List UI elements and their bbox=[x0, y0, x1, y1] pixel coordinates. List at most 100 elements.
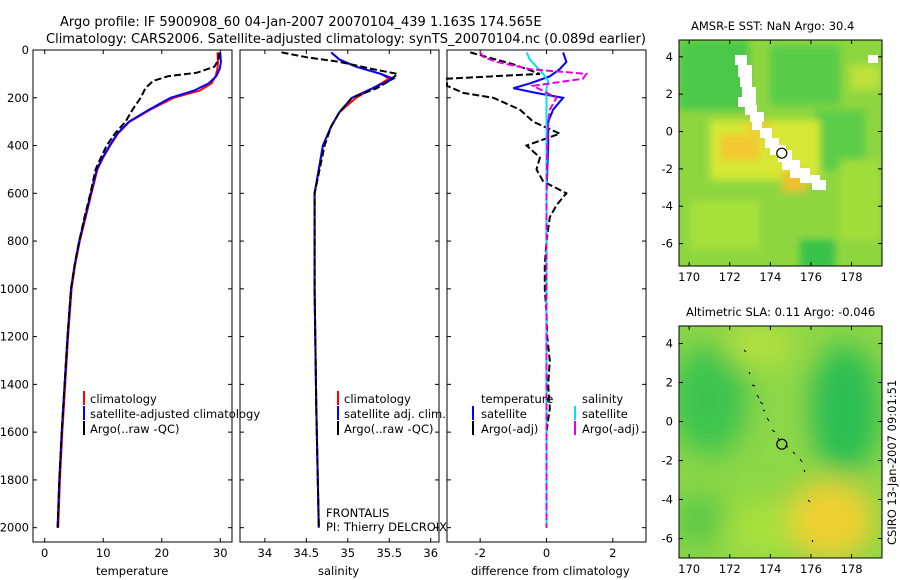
missing-data-cell bbox=[735, 55, 747, 65]
x-tick-label: 20 bbox=[154, 546, 169, 560]
salinity-panel: 34 34.5 35 35.5 36 salinity climatology sate… bbox=[239, 49, 447, 578]
y-tick-label: -4 bbox=[662, 493, 673, 507]
missing-data-cell bbox=[765, 138, 779, 148]
y-tick-label: 600 bbox=[7, 186, 29, 200]
y-tick-label: 1200 bbox=[0, 330, 29, 344]
missing-data-cell bbox=[800, 175, 820, 183]
x-tick-label: 2 bbox=[609, 546, 616, 560]
missing-data-cell bbox=[812, 180, 826, 190]
difference-ticks: -2 0 2 bbox=[447, 49, 646, 560]
x-tick-label: 170 bbox=[678, 562, 700, 576]
y-tick-label: 1800 bbox=[0, 473, 29, 487]
series-line-red bbox=[313, 51, 392, 528]
x-tick-label: 0 bbox=[41, 546, 48, 560]
missing-data-cell bbox=[745, 105, 757, 115]
series-line-magenta bbox=[479, 51, 589, 528]
sst-map-panel: AMSR-E SST: NaN Argo: 30.4 170 172 174 176 1… bbox=[662, 19, 883, 284]
difference-legend: temperature salinity satellite Argo(-adj… bbox=[472, 392, 639, 436]
legend-label-argo: Argo(..raw -QC) bbox=[90, 422, 180, 436]
x-tick-label: 172 bbox=[719, 562, 741, 576]
series-line-black bbox=[446, 51, 568, 528]
missing-data-cell bbox=[752, 122, 762, 130]
legend-label-sal-satellite: satellite bbox=[582, 407, 628, 421]
legend-label-temp-argo: Argo(-adj) bbox=[481, 422, 538, 436]
y-tick-label: 2 bbox=[666, 376, 673, 390]
salinity-series bbox=[281, 51, 400, 528]
missing-data-cell bbox=[738, 97, 756, 107]
title-line-1: Argo profile: IF 5900908_60 04-Jan-2007 … bbox=[60, 15, 542, 30]
salinity-plot-frame bbox=[239, 49, 440, 543]
x-tick-label: 176 bbox=[800, 562, 822, 576]
x-tick-label: 178 bbox=[841, 562, 863, 576]
difference-panel: -2 0 2 difference from climatology tempera… bbox=[446, 49, 647, 578]
title-line-2: Climatology: CARS2006. Satellite-adjuste… bbox=[46, 32, 646, 47]
legend-header-salinity: salinity bbox=[582, 392, 623, 406]
missing-data-cell bbox=[782, 160, 800, 170]
sla-map-panel: Altimetric SLA: 0.11 Argo: -0.046 170 172… bbox=[662, 305, 883, 576]
x-tick-label: 35 bbox=[340, 546, 355, 560]
missing-data-cell bbox=[868, 55, 878, 63]
x-tick-label: 36 bbox=[423, 546, 438, 560]
salinity-legend: climatology satellite adj. clim. Argo(..… bbox=[337, 391, 446, 436]
missing-data-cell bbox=[760, 128, 772, 138]
y-tick-label: 1000 bbox=[0, 282, 29, 296]
x-tick-label: 35.5 bbox=[376, 546, 402, 560]
y-tick-label: 4 bbox=[666, 50, 673, 64]
y-tick-label: -2 bbox=[662, 162, 673, 176]
series-line-red bbox=[57, 52, 220, 528]
x-tick-label: 0 bbox=[543, 546, 550, 560]
x-tick-label: 170 bbox=[678, 270, 700, 284]
y-tick-label: 1400 bbox=[0, 377, 29, 391]
sla-ticks: 170 172 174 176 178 4 2 0 -2 -4 -6 bbox=[662, 326, 882, 576]
y-tick-label: 4 bbox=[666, 337, 673, 351]
series-line-black bbox=[56, 52, 221, 528]
sla-heatmap bbox=[679, 326, 882, 558]
temperature-panel: 0 200 400 600 800 1000 1200 1400 1600 1800 2000 0 10… bbox=[0, 43, 260, 578]
x-tick-label: 10 bbox=[96, 546, 111, 560]
legend-label-temp-satellite: satellite bbox=[481, 407, 527, 421]
legend-header-temperature: temperature bbox=[481, 392, 553, 406]
difference-series bbox=[446, 51, 589, 528]
y-tick-label: -6 bbox=[662, 237, 673, 251]
y-tick-label: -6 bbox=[662, 532, 673, 546]
y-tick-label: 2 bbox=[666, 87, 673, 101]
y-tick-label: 1600 bbox=[0, 425, 29, 439]
x-tick-label: 176 bbox=[800, 270, 822, 284]
y-tick-label: 0 bbox=[666, 415, 673, 429]
pi-name: PI: Thierry DELCROIX bbox=[326, 520, 447, 534]
series-line-blue bbox=[56, 52, 222, 528]
project-name: FRONTALIS bbox=[326, 506, 389, 520]
y-tick-label: 2000 bbox=[0, 521, 29, 535]
y-tick-label: 0 bbox=[666, 125, 673, 139]
temperature-legend: climatology satellite-adjusted climatolo… bbox=[83, 391, 260, 436]
missing-data-cell bbox=[740, 77, 752, 87]
y-tick-label: -2 bbox=[662, 454, 673, 468]
series-line-black bbox=[281, 51, 400, 528]
legend-label-satellite-adjusted: satellite-adjusted climatology bbox=[90, 407, 260, 421]
sst-argo-marker bbox=[776, 147, 788, 159]
missing-data-cell bbox=[790, 168, 810, 178]
temperature-ticks: 0 200 400 600 800 1000 1200 1400 1600 1800 2000 0 10… bbox=[0, 43, 232, 560]
x-tick-label: 30 bbox=[213, 546, 228, 560]
difference-xlabel: difference from climatology bbox=[471, 564, 630, 578]
y-tick-label: -4 bbox=[662, 199, 673, 213]
temperature-plot-frame bbox=[32, 49, 233, 543]
x-tick-label: 34.5 bbox=[294, 546, 320, 560]
sla-map-title: Altimetric SLA: 0.11 Argo: -0.046 bbox=[686, 305, 875, 319]
legend-label-climatology: climatology bbox=[90, 392, 157, 406]
y-tick-label: 400 bbox=[7, 139, 29, 153]
salinity-xlabel: salinity bbox=[318, 564, 359, 578]
legend-label-sal-argo: Argo(-adj) bbox=[582, 422, 639, 436]
x-tick-label: 174 bbox=[759, 270, 781, 284]
missing-data-cell bbox=[750, 112, 764, 122]
legend-label-satellite-adj: satellite adj. clim. bbox=[344, 407, 446, 421]
x-tick-label: 172 bbox=[719, 270, 741, 284]
x-tick-label: -2 bbox=[474, 546, 485, 560]
temperature-series bbox=[56, 52, 222, 528]
missing-data-cell bbox=[742, 87, 756, 97]
sst-map-frame bbox=[678, 39, 883, 267]
y-tick-label: 200 bbox=[7, 91, 29, 105]
missing-data-cell bbox=[738, 65, 752, 77]
sst-ticks: 170 172 174 176 178 4 2 0 -2 -4 -6 bbox=[662, 40, 882, 284]
